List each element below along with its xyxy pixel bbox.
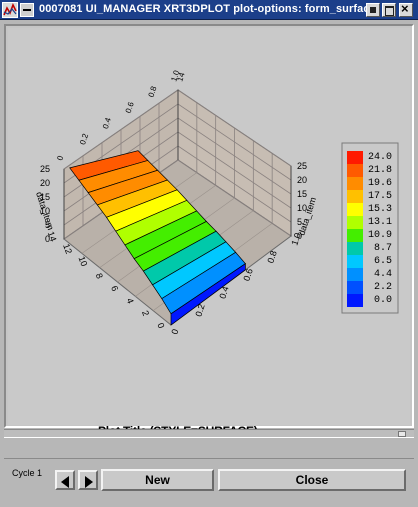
front-axis-tick-label: 1.0 bbox=[289, 232, 302, 247]
previous-cycle-button[interactable] bbox=[55, 470, 75, 490]
legend-label: 2.2 bbox=[374, 282, 392, 293]
legend-swatch bbox=[347, 203, 363, 216]
legend-label: 13.1 bbox=[368, 217, 392, 228]
window-menu-icon[interactable] bbox=[20, 3, 34, 17]
scrollbar-thumb[interactable] bbox=[398, 431, 406, 437]
legend-swatch bbox=[347, 151, 363, 164]
legend-label: 0.0 bbox=[374, 295, 392, 306]
legend-label: 17.5 bbox=[368, 191, 392, 202]
plot-frame: 0 0 5 5 10 10 15 15 20 20 25 25 data_item data_item 0 2… bbox=[4, 24, 414, 438]
window-titlebar[interactable]: 0007081 UI_MANAGER XRT3DPLOT plot-option… bbox=[0, 0, 418, 20]
front-axis-tick-label: 0.6 bbox=[241, 267, 254, 282]
left-axis-tick-label: 2 bbox=[140, 309, 151, 317]
top-axis-tick-label: 1.0 bbox=[169, 69, 181, 83]
front-axis-tick-label: 0 bbox=[169, 328, 180, 336]
legend-label: 8.7 bbox=[374, 243, 392, 254]
legend-swatch bbox=[347, 229, 363, 242]
top-axis-tick-label: 0.8 bbox=[147, 85, 159, 99]
front-axis-tick-label: 0.2 bbox=[193, 303, 206, 318]
horizontal-scrollbar[interactable] bbox=[4, 429, 414, 438]
front-axis-tick-label: 0.8 bbox=[265, 249, 278, 264]
left-axis-title: data_item bbox=[34, 191, 56, 232]
z-tick-label-left: 20 bbox=[40, 178, 50, 188]
legend-label: 24.0 bbox=[368, 152, 392, 163]
left-axis-tick-label: 8 bbox=[94, 272, 105, 280]
legend-swatch bbox=[347, 164, 363, 177]
z-tick-label-left: 15 bbox=[40, 192, 50, 202]
z-tick-label-right: 20 bbox=[297, 175, 307, 185]
z-tick-label-right: 25 bbox=[297, 161, 307, 171]
legend-label: 4.4 bbox=[374, 269, 392, 280]
z-tick-label-right: 0 bbox=[297, 231, 302, 241]
left-axis-tick-label: 0 bbox=[155, 322, 166, 330]
legend-swatch bbox=[347, 190, 363, 203]
app-icon-graphic bbox=[3, 3, 17, 16]
window-title: 0007081 UI_MANAGER XRT3DPLOT plot-option… bbox=[39, 3, 376, 15]
legend-swatch bbox=[347, 216, 363, 229]
legend-label: 19.6 bbox=[368, 178, 392, 189]
legend-swatch bbox=[347, 242, 363, 255]
top-axis-tick-label: 0.4 bbox=[101, 116, 113, 130]
front-axis-tick-label: 0.4 bbox=[217, 285, 230, 300]
z-tick-label-right: 5 bbox=[297, 217, 302, 227]
left-axis-tick-label: 10 bbox=[77, 255, 90, 268]
z-tick-label-left: 0 bbox=[45, 234, 50, 244]
cycle-label: Cycle 1 bbox=[12, 468, 43, 478]
z-tick-label-left: 5 bbox=[45, 220, 50, 230]
z-tick-label-right: 15 bbox=[297, 189, 307, 199]
legend-swatch bbox=[347, 255, 363, 268]
close-icon[interactable] bbox=[399, 1, 413, 17]
legend-swatch bbox=[347, 268, 363, 281]
legend-swatch bbox=[347, 281, 363, 294]
top-axis-tick-label: 0 bbox=[55, 154, 65, 162]
legend-label: 10.9 bbox=[368, 230, 392, 241]
app-icon[interactable] bbox=[2, 2, 18, 18]
close-button[interactable]: Close bbox=[218, 469, 406, 491]
top-axis-extra-label: 14 bbox=[175, 71, 186, 83]
z-tick-label-left: 10 bbox=[40, 206, 50, 216]
left-axis-tick-label: 4 bbox=[125, 297, 136, 305]
top-axis-tick-label: 0.6 bbox=[124, 100, 136, 114]
legend-label: 6.5 bbox=[374, 256, 392, 267]
minimize-icon[interactable] bbox=[366, 3, 380, 17]
legend-label: 21.8 bbox=[368, 165, 392, 176]
left-axis-tick-label: 6 bbox=[109, 284, 120, 292]
legend-label: 15.3 bbox=[368, 204, 392, 215]
surface-front-face bbox=[170, 263, 246, 326]
z-tick-label-left: 25 bbox=[40, 164, 50, 174]
status-strip bbox=[4, 440, 414, 459]
z-tick-label-right: 10 bbox=[297, 203, 307, 213]
plot-area[interactable]: 0 0 5 5 10 10 15 15 20 20 25 25 data_item data_item 0 2… bbox=[8, 28, 410, 438]
left-axis-tick-label: 14 bbox=[46, 230, 59, 243]
left-axis-tick-label: 12 bbox=[61, 242, 74, 255]
legend-swatch bbox=[347, 294, 363, 307]
maximize-icon[interactable] bbox=[382, 3, 396, 17]
new-button[interactable]: New bbox=[101, 469, 214, 491]
next-cycle-button[interactable] bbox=[78, 470, 98, 490]
top-axis-tick-label: 0.2 bbox=[78, 132, 90, 146]
legend-swatch bbox=[347, 177, 363, 190]
